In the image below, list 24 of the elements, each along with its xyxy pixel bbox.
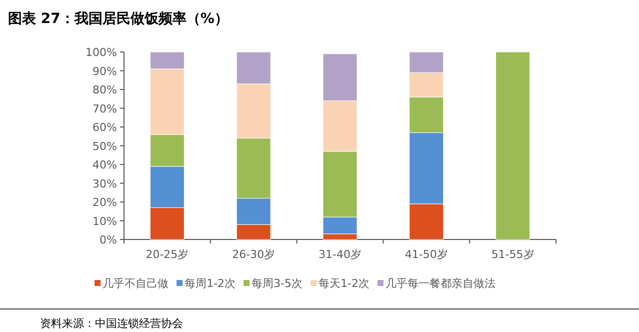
legend-label: 几乎每一餐都亲自做法: [386, 277, 496, 290]
y-tick-label: 70%: [92, 102, 117, 116]
y-tick-label: 60%: [92, 121, 117, 134]
legend-label: 每周3-5次: [252, 277, 303, 290]
y-tick-label: 50%: [92, 140, 117, 153]
chart-title: 图表 27：我国居民做饭频率（%）: [8, 10, 228, 27]
x-tick-label: 31-40岁: [318, 248, 362, 261]
y-tick-label: 80%: [92, 84, 117, 96]
legend-label: 几乎不自己做: [102, 277, 169, 290]
x-tick-label: 41-50岁: [404, 248, 448, 261]
y-tick-label: 20%: [92, 196, 117, 209]
y-tick-label: 30%: [92, 177, 117, 190]
legend-label: 每周1-2次: [184, 277, 236, 290]
y-tick-label: 90%: [92, 64, 117, 78]
y-tick-label: 0%: [100, 234, 117, 246]
text: 资料来源：中国连锁经营协会: [40, 317, 183, 330]
bar: [496, 52, 530, 240]
x-tick-label: 20-25岁: [146, 248, 189, 261]
legend-label: 每天1-2次: [318, 277, 370, 290]
x-tick-label: 26-30岁: [232, 248, 276, 261]
y-tick-label: 100%: [86, 46, 117, 59]
y-tick-label: 10%: [92, 214, 117, 228]
x-tick-label: 51-55岁: [491, 248, 534, 261]
y-tick-label: 40%: [92, 158, 117, 172]
